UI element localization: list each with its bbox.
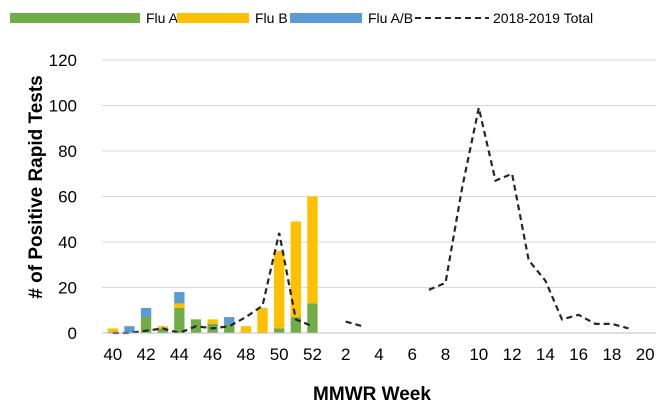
x-tick-label: 46 — [203, 345, 222, 364]
series-line — [345, 320, 363, 328]
legend-label: Flu B — [255, 10, 288, 26]
y-tick-label: 0 — [68, 324, 77, 343]
x-tick-label: 48 — [236, 345, 255, 364]
legend-swatch — [177, 13, 249, 23]
y-tick-label: 40 — [58, 233, 77, 252]
x-axis-label: MMWR Week — [313, 384, 431, 405]
grid — [102, 59, 656, 288]
x-tick-label: 44 — [170, 345, 189, 364]
legend: Flu A Flu B Flu A/B 2018-2019 Total — [10, 10, 593, 26]
bar — [207, 319, 218, 324]
bar — [140, 307, 152, 318]
bar — [124, 326, 135, 333]
series-line — [428, 107, 629, 330]
legend-swatch — [10, 13, 140, 23]
bar — [290, 317, 301, 333]
bar — [240, 326, 252, 333]
bar — [224, 317, 235, 324]
y-tick-label: 80 — [58, 142, 77, 161]
lines — [112, 107, 629, 335]
x-tick-label: 42 — [137, 345, 156, 364]
x-tick-label: 16 — [569, 345, 588, 364]
y-tick-label: 60 — [58, 188, 77, 207]
legend-label: 2018-2019 Total — [493, 10, 593, 26]
y-axis-label: # of Positive Rapid Tests — [26, 75, 47, 298]
x-tick-label: 6 — [408, 345, 417, 364]
x-tick-label: 40 — [103, 345, 122, 364]
bar — [174, 307, 185, 333]
x-tick-label: 52 — [303, 345, 322, 364]
bar — [157, 328, 168, 333]
x-tick-label: 50 — [270, 345, 289, 364]
legend-label: Flu A/B — [368, 10, 413, 26]
bar — [290, 221, 301, 318]
x-tick-label: 12 — [503, 345, 522, 364]
bar — [224, 323, 235, 333]
x-tick-label: 8 — [441, 345, 450, 364]
bar — [174, 292, 185, 304]
x-tick-label: 18 — [602, 345, 621, 364]
x-tick-label: 20 — [636, 345, 655, 364]
y-tick-label: 120 — [49, 51, 77, 70]
bar — [140, 317, 152, 333]
y-tick-label: 100 — [49, 97, 77, 116]
legend-label: Flu A — [146, 10, 179, 26]
bar — [307, 303, 318, 333]
bar — [274, 328, 285, 333]
x-tick-label: 14 — [536, 345, 555, 364]
x-tick-label: 2 — [341, 345, 350, 364]
x-tick-labels: 40 42 44 46 48 50 52 2 4 6 8 10 12 14 16 18 20 — [103, 345, 654, 364]
legend-swatch — [290, 13, 362, 23]
y-tick-label: 20 — [58, 279, 77, 298]
bar — [307, 196, 318, 304]
x-tick-label: 10 — [469, 345, 488, 364]
series-line — [112, 232, 313, 335]
y-tick-labels: 0 20 40 60 80 100 120 — [49, 51, 77, 343]
bar — [274, 251, 285, 329]
x-tick-label: 4 — [374, 345, 383, 364]
bar — [257, 307, 268, 333]
bar — [107, 328, 118, 332]
bar — [174, 303, 185, 308]
